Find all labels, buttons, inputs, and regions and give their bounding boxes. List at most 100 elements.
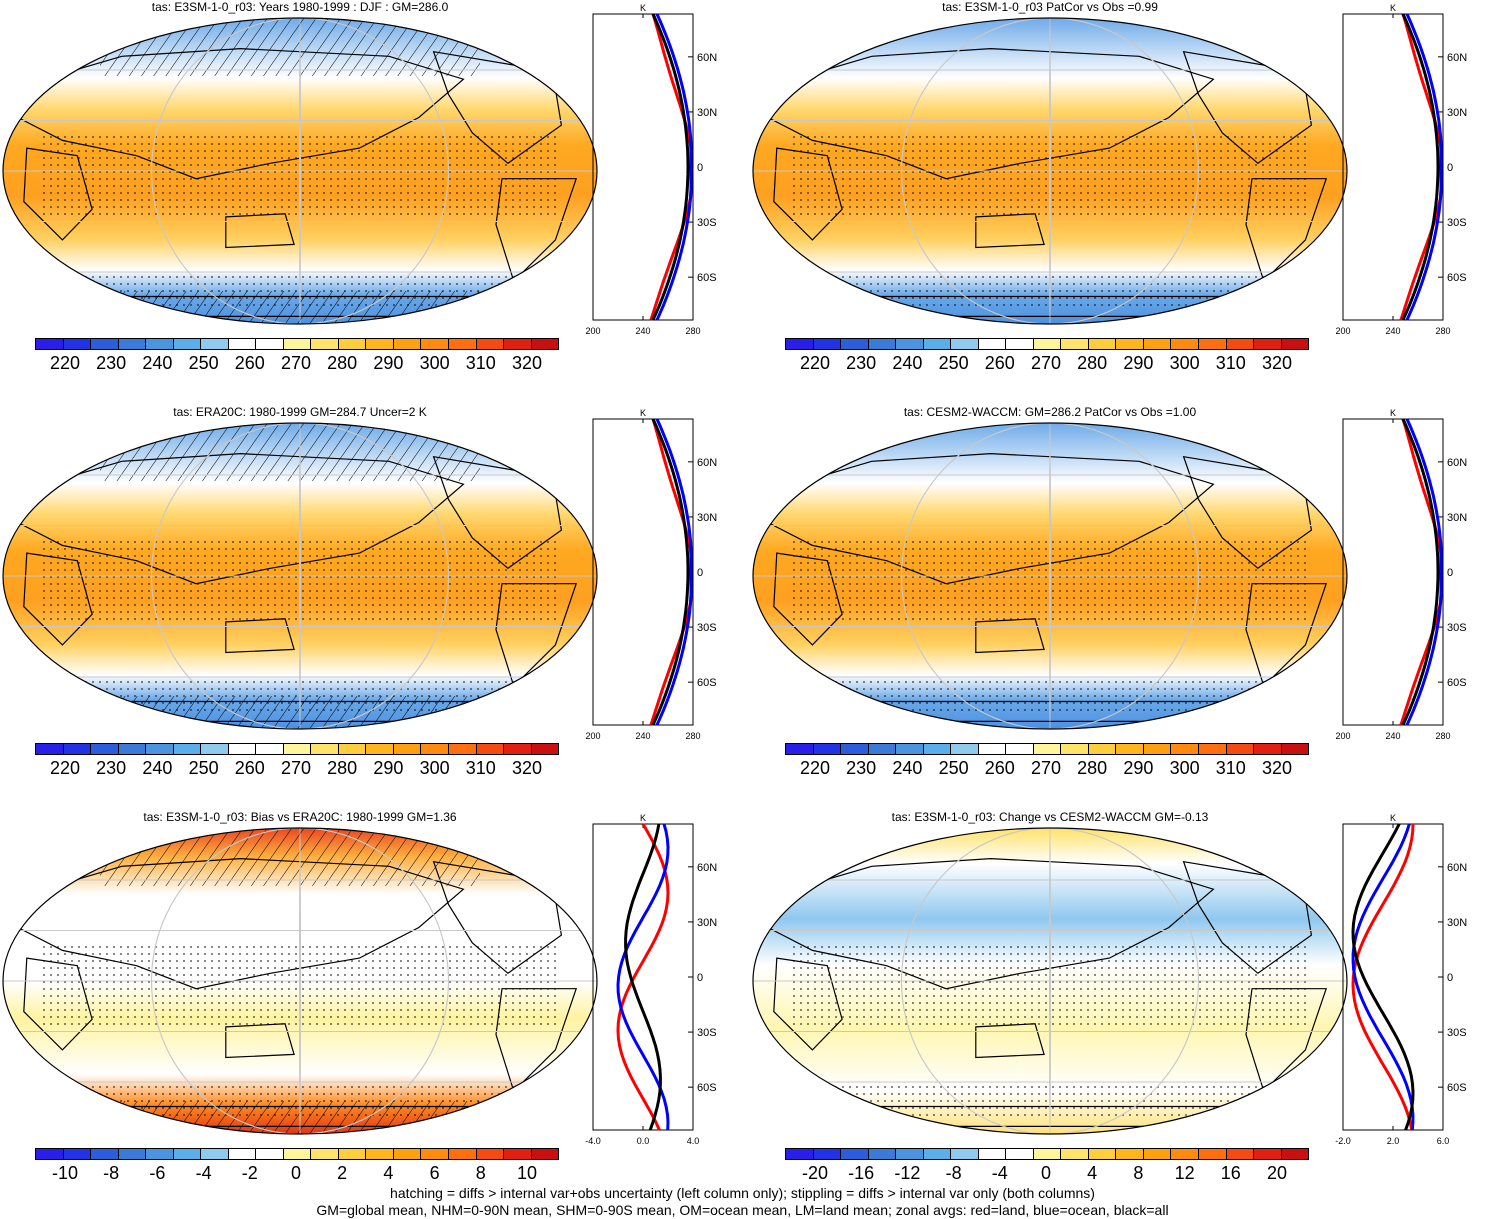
colorbar-tick-label: 230 xyxy=(846,353,877,373)
latitude-tick-label: 30S xyxy=(1447,1027,1467,1039)
colorbar-segment xyxy=(393,744,422,754)
colorbar-tick-label: 270 xyxy=(280,353,312,373)
latitude-tick-label: 30S xyxy=(697,217,717,229)
colorbar-segment xyxy=(1061,1149,1089,1159)
profile-unit: K xyxy=(1390,813,1396,823)
profile-tick-label: 6.0 xyxy=(1437,1136,1450,1146)
colorbar-tick-label: 260 xyxy=(234,353,265,373)
colorbar-segment xyxy=(1226,1149,1255,1159)
latitude-tick-label: 0 xyxy=(1447,972,1453,984)
profile-unit: K xyxy=(640,3,646,13)
panel-title: tas: CESM2-WACCM: GM=286.2 PatCor vs Obs… xyxy=(903,405,1197,419)
colorbar-segment xyxy=(393,1149,422,1159)
map-plot xyxy=(752,422,1348,730)
colorbar-segment xyxy=(1281,339,1309,349)
colorbar-segment xyxy=(476,744,505,754)
colorbar-tick-label: -2 xyxy=(241,1163,258,1183)
colorbar-tick-label: 4 xyxy=(383,1163,394,1183)
colorbar-segment xyxy=(813,1149,842,1159)
colorbar-segment xyxy=(338,1149,367,1159)
latitude-tick-label: 60S xyxy=(697,1082,717,1094)
colorbar-segment xyxy=(311,744,339,754)
profile-tick-label: 240 xyxy=(635,731,650,741)
profile-tick-label: 280 xyxy=(685,731,700,741)
colorbar-tick-label: 8 xyxy=(475,1163,486,1183)
latitude-tick-label: 60N xyxy=(1447,457,1467,469)
latitude-tick-label: 30N xyxy=(697,512,717,524)
panel-title: tas: E3SM-1-0_r03: Change vs CESM2-WACCM… xyxy=(891,810,1209,824)
profile-tick-label: 0.0 xyxy=(637,1136,650,1146)
profile-unit: K xyxy=(1390,408,1396,418)
colorbar-segment xyxy=(1006,1149,1034,1159)
colorbar-tick-label: 230 xyxy=(846,758,877,778)
colorbar-tick-label: 2 xyxy=(337,1163,348,1183)
colorbar-segment xyxy=(1198,1149,1227,1159)
coastline xyxy=(495,988,578,1093)
colorbar xyxy=(785,338,1309,350)
colorbar-segment xyxy=(786,339,814,349)
latitude-tick-label: 0 xyxy=(697,162,703,174)
colorbar-tick-label: -4 xyxy=(195,1163,212,1183)
colorbar-segment xyxy=(393,339,422,349)
colorbar-segment xyxy=(1171,339,1199,349)
panel-title: tas: E3SM-1-0_r03: Years 1980-1999 : DJF… xyxy=(151,0,449,14)
colorbar-tick-label: 320 xyxy=(511,353,543,373)
colorbar-segment xyxy=(366,339,394,349)
map-border xyxy=(752,17,1348,325)
colorbar-segment xyxy=(228,744,257,754)
colorbar-segment xyxy=(1088,1149,1117,1159)
colorbar-tick-label: 280 xyxy=(327,758,358,778)
colorbar-tick-label: 240 xyxy=(892,758,923,778)
colorbar-segment xyxy=(786,744,814,754)
colorbar-tick-label: 220 xyxy=(799,758,831,778)
latitude-tick-label: 60N xyxy=(697,457,717,469)
latitude-tick-label: 60S xyxy=(1447,272,1467,284)
zonal-mean-profile: K 60N 30N 0 30S 60S 200 240 280 xyxy=(1335,408,1467,741)
colorbar-tick-label: 240 xyxy=(892,353,923,373)
zonal-mean-profile: K 60N 30N 0 30S 60S 200 240 280 xyxy=(585,3,717,336)
colorbar-segment xyxy=(1061,744,1089,754)
all-profile xyxy=(651,13,690,321)
latitude-tick-label: 0 xyxy=(1447,162,1453,174)
latitude-tick-label: 60S xyxy=(1447,677,1467,689)
latitude-tick-label: 30S xyxy=(1447,622,1467,634)
colorbar-segment xyxy=(896,339,924,349)
colorbar-tick-label: -8 xyxy=(945,1163,962,1183)
colorbar xyxy=(35,338,559,350)
profile-tick-label: 4.0 xyxy=(687,1136,700,1146)
colorbar-segment xyxy=(978,744,1007,754)
map-plot xyxy=(2,827,598,1135)
colorbar-segment xyxy=(1116,339,1144,349)
hatching xyxy=(100,18,480,76)
colorbar-segment xyxy=(366,744,394,754)
panel-reference-model: tas: CESM2-WACCM: GM=286.2 PatCor vs Obs… xyxy=(750,405,1485,810)
colorbar-segment xyxy=(36,339,64,349)
colorbar-tick-label: 290 xyxy=(1123,758,1154,778)
latitude-tick-label: 30S xyxy=(697,1027,717,1039)
colorbar-tick-label: 260 xyxy=(234,758,265,778)
profile-tick-label: 240 xyxy=(635,326,650,336)
profile-tick-label: 280 xyxy=(685,326,700,336)
hatching xyxy=(100,423,480,481)
colorbar-tick-label: 310 xyxy=(465,758,496,778)
colorbar-segment xyxy=(531,339,559,349)
colorbar-tick-label: -10 xyxy=(51,1163,79,1183)
colorbar-segment xyxy=(173,1149,202,1159)
colorbar-segment xyxy=(448,339,477,349)
colorbar-segment xyxy=(1226,339,1255,349)
colorbar-segment xyxy=(1033,1149,1062,1159)
graticule-line xyxy=(901,423,1199,729)
map-border xyxy=(2,827,598,1135)
latitude-tick-label: 60S xyxy=(697,677,717,689)
ocean-profile xyxy=(655,418,693,726)
coastline xyxy=(1245,178,1328,283)
colorbar-segment xyxy=(256,339,284,349)
all-profile xyxy=(624,823,662,1131)
footer-note-1: hatching = diffs > internal var+obs unce… xyxy=(390,1185,1095,1201)
colorbar-tick-label: 280 xyxy=(1077,758,1108,778)
colorbar-segment xyxy=(1143,1149,1172,1159)
coastline xyxy=(1245,988,1328,1093)
colorbar-segment xyxy=(504,339,532,349)
colorbar-segment xyxy=(978,339,1007,349)
colorbar xyxy=(35,1148,559,1160)
